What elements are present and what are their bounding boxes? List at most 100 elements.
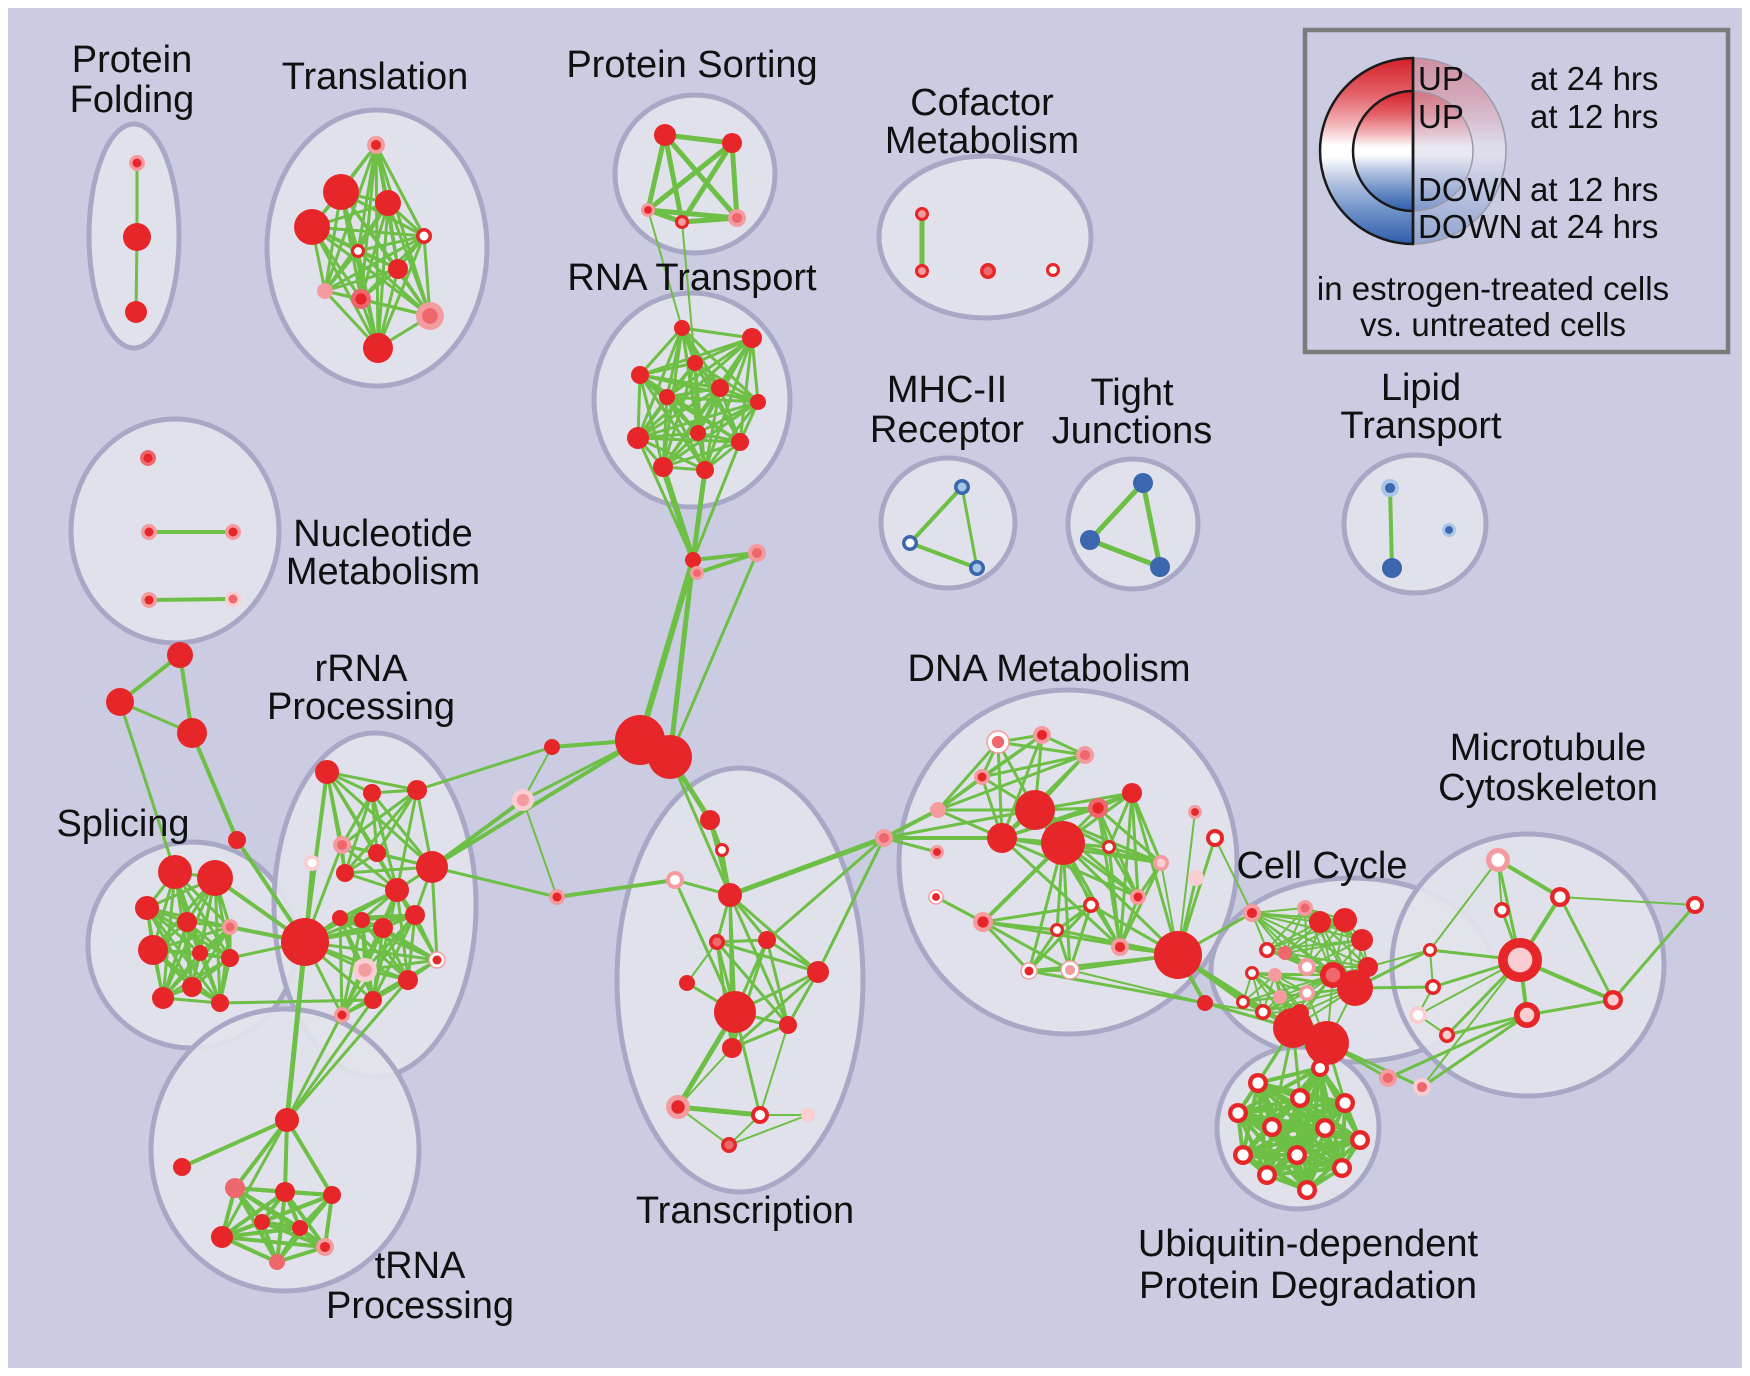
edge-sp4-sp10 — [161, 920, 189, 1000]
edge-tj2-tj3 — [1087, 537, 1163, 570]
node-outer-ring-24hr — [363, 784, 381, 802]
cluster-label-line: Lipid — [1381, 367, 1461, 409]
node-inner-ring-12hr — [671, 1100, 685, 1114]
gene-node-e1 — [1243, 904, 1261, 922]
gene-node-e7 — [1333, 908, 1357, 932]
edge-rr13-rr17 — [371, 913, 417, 1002]
node-inner-ring-12hr — [1339, 1097, 1351, 1109]
gene-node-c1 — [700, 810, 720, 830]
gene-node-c11 — [722, 1038, 742, 1058]
node-outer-ring-24hr — [807, 961, 829, 983]
edge-d10-d22 — [1061, 841, 1180, 957]
gene-node-tj3 — [1150, 557, 1170, 577]
node-outer-ring-24hr — [1188, 870, 1204, 886]
gene-node-tr4 — [294, 209, 330, 245]
cluster-label-line: tRNA — [375, 1245, 466, 1287]
gene-node-rt5 — [711, 379, 729, 397]
node-outer-ring-24hr — [696, 461, 714, 479]
gene-node-rr3 — [407, 780, 427, 800]
node-outer-ring-24hr — [388, 259, 408, 279]
gene-node-e13 — [1255, 1004, 1271, 1020]
gene-node-tr3 — [375, 190, 401, 216]
edge-f6-g6 — [1420, 1013, 1529, 1089]
gene-node-rr12 — [373, 918, 393, 938]
edge-g1-g2 — [1496, 858, 1562, 899]
gene-node-lt1 — [1381, 479, 1399, 497]
node-outer-ring-24hr — [167, 642, 193, 668]
node-inner-ring-12hr — [1262, 945, 1272, 955]
gene-node-sp1 — [158, 855, 192, 889]
edge-d3-d4 — [980, 753, 1087, 779]
gene-node-tn6 — [211, 1226, 233, 1248]
gene-node-d12 — [1102, 840, 1116, 854]
cluster-label-line: rRNA — [315, 648, 409, 690]
gene-node-sp4 — [177, 912, 197, 932]
gene-node-u5 — [1262, 1117, 1282, 1137]
node-outer-ring-24hr — [106, 688, 134, 716]
gene-node-h7 — [512, 789, 534, 811]
node-outer-ring-24hr — [1133, 473, 1153, 493]
gene-node-f4 — [1439, 1027, 1455, 1043]
cluster-label-line: Cofactor — [910, 82, 1054, 124]
gene-node-e16 — [1273, 1008, 1313, 1048]
gene-node-tr8 — [317, 283, 333, 299]
node-inner-ring-12hr — [991, 735, 1005, 749]
node-outer-ring-24hr — [315, 760, 339, 784]
gene-node-u1 — [1248, 1073, 1268, 1093]
node-outer-ring-24hr — [292, 1220, 308, 1236]
node-outer-ring-24hr — [385, 878, 409, 902]
node-outer-ring-24hr — [363, 333, 393, 363]
node-inner-ring-12hr — [354, 247, 362, 255]
gene-node-tn10 — [269, 1254, 285, 1270]
node-inner-ring-12hr — [1416, 1081, 1428, 1093]
edge-h3-h5 — [691, 551, 759, 562]
edge-tn6-tn9 — [220, 1235, 327, 1249]
cluster-label-line: DNA Metabolism — [908, 648, 1191, 690]
node-inner-ring-12hr — [1252, 1077, 1264, 1089]
node-inner-ring-12hr — [1497, 905, 1507, 915]
gene-node-e8 — [1351, 929, 1373, 951]
edge-c6-c8 — [715, 940, 820, 974]
edge-rr2-rr4 — [340, 791, 374, 847]
gene-node-rr1 — [315, 760, 339, 784]
node-inner-ring-12hr — [1491, 853, 1505, 867]
node-outer-ring-24hr — [173, 1158, 191, 1176]
edge-d7-d13 — [1096, 806, 1163, 865]
gene-node-sp9 — [182, 977, 202, 997]
node-outer-ring-24hr — [742, 328, 762, 348]
edge-rr3-rr9 — [395, 788, 419, 892]
cluster-label-line: Transport — [1340, 405, 1502, 447]
edge-tri2-sp1 — [118, 700, 177, 874]
node-inner-ring-12hr — [336, 839, 348, 851]
gene-node-g5 — [1603, 990, 1623, 1010]
gene-node-tn1 — [275, 1108, 299, 1132]
node-outer-ring-24hr — [211, 1226, 233, 1248]
legend-time-label: at 12 hrs — [1530, 98, 1658, 135]
gene-node-e3 — [1259, 942, 1275, 958]
gene-node-u10 — [1332, 1158, 1352, 1178]
cluster-label-line: Transcription — [636, 1190, 854, 1232]
node-outer-ring-24hr — [177, 718, 207, 748]
node-inner-ring-12hr — [918, 267, 926, 275]
edge-rt11-h3 — [660, 464, 696, 563]
edge-rt7-rt12 — [703, 400, 760, 472]
gene-node-rr9 — [385, 878, 409, 902]
node-inner-ring-12hr — [1445, 526, 1453, 534]
cluster-label-line: Ubiquitin-dependent — [1138, 1223, 1479, 1265]
node-outer-ring-24hr — [987, 823, 1017, 853]
gene-node-sp5 — [222, 919, 238, 935]
edge-d2-d11 — [1000, 733, 1044, 840]
edge-rr11-rr18 — [340, 918, 364, 1017]
gene-node-nm5 — [225, 591, 241, 607]
gene-node-c10 — [779, 1016, 797, 1034]
gene-node-cm1 — [915, 207, 929, 221]
gene-node-rr10 — [332, 910, 348, 926]
gene-node-d16 — [973, 912, 993, 932]
node-outer-ring-24hr — [332, 910, 348, 926]
gene-node-tj2 — [1080, 530, 1100, 550]
gene-node-d15 — [928, 889, 944, 905]
edge-rt3-rt12 — [638, 373, 707, 472]
edge-sp3-sp11 — [145, 906, 222, 1005]
edge-ps1-ps5 — [662, 132, 740, 221]
edge-tr5-tr11 — [376, 234, 426, 350]
